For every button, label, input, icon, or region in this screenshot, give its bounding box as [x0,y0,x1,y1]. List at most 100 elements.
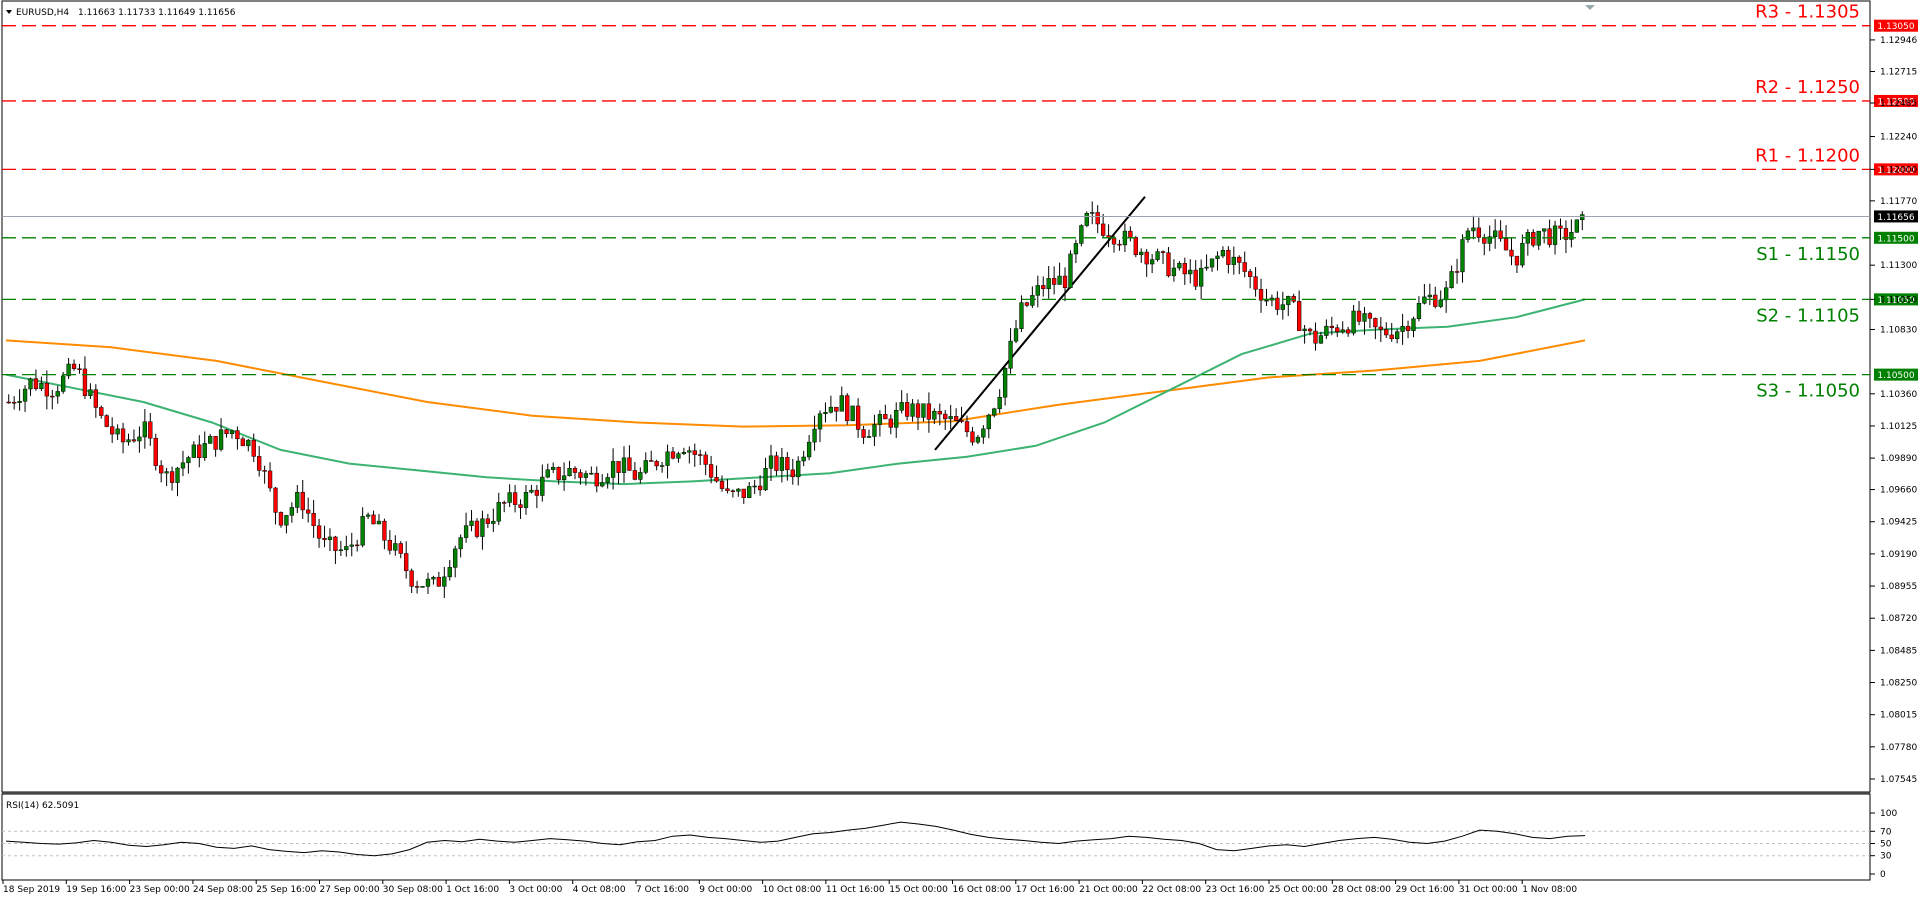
candle-bullish[interactable] [202,443,207,459]
candle-bullish[interactable] [453,548,458,568]
candle-bullish[interactable] [823,412,828,414]
candle-bearish[interactable] [518,504,523,508]
candle-bearish[interactable] [556,466,561,480]
candle-bullish[interactable] [551,466,556,470]
candle-bearish[interactable] [1367,313,1373,319]
candle-bullish[interactable] [295,491,300,508]
candle-bearish[interactable] [77,368,82,370]
candle-bearish[interactable] [1503,238,1509,251]
candle-bullish[interactable] [1188,269,1193,275]
candle-bearish[interactable] [1433,294,1438,307]
candle-bearish[interactable] [578,472,583,478]
candle-bullish[interactable] [605,477,610,483]
candle-bearish[interactable] [861,429,866,438]
candle-bearish[interactable] [159,465,164,474]
candle-bearish[interactable] [311,512,316,526]
candle-bullish[interactable] [1427,294,1432,298]
candle-bearish[interactable] [730,490,736,492]
candle-bearish[interactable] [110,426,115,435]
candle-bearish[interactable] [148,421,153,439]
candle-bearish[interactable] [654,461,659,467]
candle-bullish[interactable] [1286,295,1291,305]
candle-bearish[interactable] [703,454,708,465]
candle-bullish[interactable] [393,543,398,551]
candle-bullish[interactable] [66,363,71,377]
candle-bullish[interactable] [28,378,33,390]
trendline-up[interactable] [934,196,1146,451]
candle-bearish[interactable] [502,502,507,504]
candle-bullish[interactable] [1090,212,1095,214]
candle-bearish[interactable] [594,472,599,487]
candle-bullish[interactable] [61,375,66,392]
candle-bullish[interactable] [910,403,915,417]
candle-bearish[interactable] [1024,302,1030,306]
candle-bearish[interactable] [937,410,942,415]
candle-bullish[interactable] [338,549,344,552]
candle-bearish[interactable] [698,454,703,456]
candle-bullish[interactable] [828,406,834,413]
candle-bullish[interactable] [866,436,872,438]
candle-bearish[interactable] [99,407,104,416]
candle-bearish[interactable] [649,460,654,462]
candle-bullish[interactable] [164,471,169,474]
candle-bullish[interactable] [1149,259,1155,265]
candle-bullish[interactable] [981,428,986,438]
candle-bullish[interactable] [850,405,855,422]
candle-bullish[interactable] [1084,213,1089,226]
candle-bearish[interactable] [1307,328,1313,332]
candle-bearish[interactable] [398,543,403,554]
candle-bearish[interactable] [1253,276,1258,290]
moving-average-fast[interactable] [5,298,1586,486]
candle-bearish[interactable] [855,405,861,430]
candle-bearish[interactable] [333,536,338,551]
candle-bullish[interactable] [1264,299,1269,302]
candle-bullish[interactable] [1302,328,1307,331]
candle-bearish[interactable] [213,436,218,450]
candle-bullish[interactable] [218,429,224,450]
candle-bearish[interactable] [50,395,55,398]
candle-bearish[interactable] [785,457,790,471]
candle-bullish[interactable] [344,546,349,551]
candle-bearish[interactable] [300,491,305,511]
candle-bullish[interactable] [1471,227,1476,232]
candle-bearish[interactable] [1133,237,1138,256]
candle-bullish[interactable] [1569,232,1574,240]
candle-bearish[interactable] [741,488,746,498]
candle-bearish[interactable] [1384,329,1389,336]
candle-bearish[interactable] [790,469,795,478]
candle-bullish[interactable] [796,460,801,478]
candle-bearish[interactable] [1514,255,1520,266]
candle-bearish[interactable] [93,389,98,408]
candle-bearish[interactable] [1166,252,1171,277]
candle-bearish[interactable] [1509,249,1514,257]
shift-marker-icon[interactable] [1585,5,1595,10]
candle-bullish[interactable] [621,457,627,473]
candle-bearish[interactable] [1345,329,1351,334]
candle-bullish[interactable] [22,388,28,402]
candle-bullish[interactable] [289,507,295,516]
candle-bearish[interactable] [1258,289,1264,301]
candle-bullish[interactable] [142,421,147,438]
candle-bearish[interactable] [414,586,420,588]
candle-bullish[interactable] [921,403,926,418]
candle-bearish[interactable] [1117,243,1122,246]
candle-bullish[interactable] [1139,251,1144,256]
candle-bullish[interactable] [643,460,648,473]
candle-bullish[interactable] [1318,335,1324,344]
candle-bearish[interactable] [1062,275,1068,289]
candle-bullish[interactable] [583,473,589,478]
candle-bearish[interactable] [888,418,893,428]
candle-bullish[interactable] [659,465,665,467]
candle-bullish[interactable] [376,520,382,525]
candle-bullish[interactable] [540,476,545,496]
candle-bearish[interactable] [387,540,393,551]
candle-bullish[interactable] [425,578,431,587]
candle-bullish[interactable] [1220,249,1226,257]
candle-bullish[interactable] [431,576,436,580]
candle-bearish[interactable] [267,470,273,489]
candle-bearish[interactable] [1100,223,1106,236]
candle-bullish[interactable] [360,516,365,546]
candle-bearish[interactable] [71,363,77,369]
candle-bearish[interactable] [316,525,322,539]
